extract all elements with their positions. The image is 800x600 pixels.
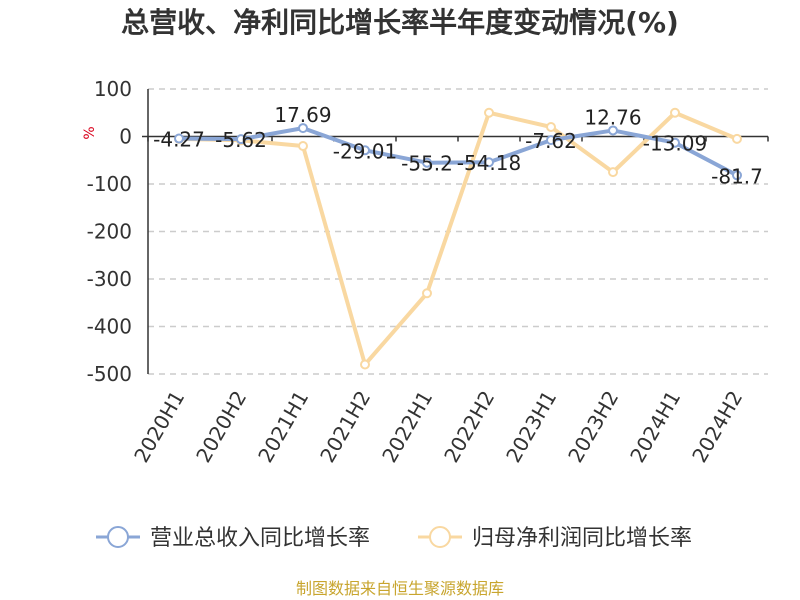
x-tick-label: 2022H1 (377, 387, 437, 467)
data-label: -55.2 (401, 152, 453, 176)
data-label: -29.01 (333, 139, 397, 163)
data-label: -4.27 (153, 128, 205, 152)
grid-lines (148, 88, 768, 375)
y-tick-label: -200 (87, 220, 132, 244)
x-tick-label: 2024H2 (687, 387, 747, 467)
data-point (360, 145, 370, 156)
data-point (360, 359, 370, 370)
data-point (236, 134, 246, 145)
data-point (484, 107, 494, 118)
data-point (298, 123, 308, 134)
data-point (484, 157, 494, 168)
data-point (546, 122, 556, 132)
series-line-0 (178, 126, 738, 178)
x-tick-label: 2022H2 (439, 387, 499, 467)
x-tick-label: 2021H1 (253, 387, 313, 467)
data-label: -54.18 (457, 151, 521, 175)
y-tick-label: -100 (87, 172, 132, 196)
data-point (732, 170, 742, 181)
x-tick-label: 2020H2 (191, 387, 251, 467)
x-tick-label: 2024H1 (625, 387, 685, 467)
y-tick-label: -300 (87, 267, 132, 291)
x-tick-label: 2023H2 (563, 387, 623, 467)
data-point (732, 133, 742, 144)
data-point (670, 107, 680, 118)
data-label: -13.09 (643, 132, 707, 156)
y-tick-label: -400 (87, 315, 132, 339)
data-labels: -4.27 -5.62 17.69-29.01-55.2 -54.18-7.62 12.… (153, 103, 763, 188)
y-tick-label: 0 (119, 125, 132, 149)
data-point (608, 167, 618, 178)
series-line-1 (178, 110, 738, 367)
data-point (608, 125, 618, 136)
data-point (422, 288, 432, 299)
data-point (670, 137, 680, 148)
data-point (298, 141, 308, 151)
data-label: -81.7 (711, 164, 763, 188)
data-point (422, 157, 432, 168)
data-label: -5.62 (215, 128, 267, 152)
legend-marker (429, 526, 451, 548)
data-point (174, 133, 184, 144)
y-axis-unit: % (82, 126, 98, 139)
x-tick-label: 2023H1 (501, 387, 561, 467)
y-tick-label: -500 (87, 362, 132, 386)
legend[interactable]: 营业总收入同比增长率 归母净利润同比增长率 (96, 526, 692, 551)
data-label: -7.62 (525, 129, 577, 153)
legend-label: 归母净利润同比增长率 (472, 526, 692, 551)
x-tick-label: 2020H1 (129, 387, 189, 467)
legend-marker (107, 526, 129, 548)
data-label: 12.76 (584, 105, 641, 129)
legend-label: 营业总收入同比增长率 (150, 526, 370, 551)
x-tick-label: 2021H2 (315, 387, 375, 467)
y-tick-label: 100 (94, 77, 132, 101)
chart-title: 总营收、净利同比增长率半年度变动情况(%) (121, 6, 679, 39)
source-note: 制图数据来自恒生聚源数据库 (296, 579, 504, 598)
series-lines (174, 107, 742, 370)
data-point (546, 135, 556, 146)
data-label: 17.69 (274, 103, 331, 127)
